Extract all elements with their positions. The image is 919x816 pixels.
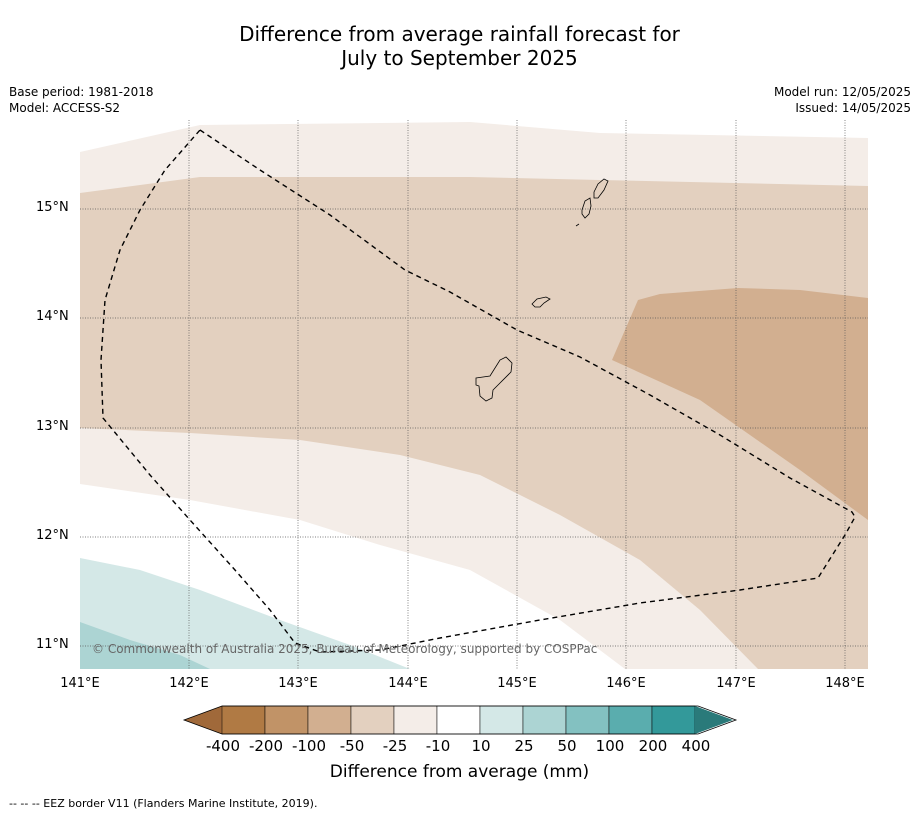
cb-label-4: -50 bbox=[339, 737, 365, 755]
island-guam bbox=[475, 356, 513, 402]
cb-label-9: 50 bbox=[557, 737, 577, 755]
lat-tick-15n: 15°N bbox=[36, 200, 69, 215]
colorbar-outline bbox=[182, 705, 738, 735]
cb-label-12: 400 bbox=[681, 737, 711, 755]
band-plus10 bbox=[80, 558, 410, 669]
lon-tick-147e: 147°E bbox=[716, 676, 756, 691]
colorbar-cell bbox=[221, 705, 266, 735]
cb-label-3: -100 bbox=[291, 737, 327, 755]
lon-tick-144e: 144°E bbox=[388, 676, 428, 691]
island-saipan bbox=[593, 178, 609, 199]
lat-tick-13n: 13°N bbox=[36, 419, 69, 434]
model-name: Model: ACCESS-S2 bbox=[9, 101, 121, 115]
base-period: Base period: 1981-2018 bbox=[9, 85, 154, 99]
colorbar-cell bbox=[436, 705, 481, 735]
lon-tick-143e: 143°E bbox=[278, 676, 318, 691]
lon-tick-146e: 146°E bbox=[606, 676, 646, 691]
rainfall-map: © Commonwealth of Australia 2025, Bureau… bbox=[80, 120, 868, 669]
band-minus50 bbox=[612, 288, 868, 520]
island-tinian bbox=[581, 197, 592, 219]
cb-label-8: 25 bbox=[514, 737, 534, 755]
colorbar-cell bbox=[350, 705, 395, 735]
colorbar-cell bbox=[264, 705, 309, 735]
cb-label-1: -400 bbox=[205, 737, 241, 755]
lat-tick-12n: 12°N bbox=[36, 528, 69, 543]
colorbar-cell bbox=[565, 705, 610, 735]
island-rota bbox=[531, 296, 551, 308]
lon-tick-141e: 141°E bbox=[60, 676, 100, 691]
title-line-1: Difference from average rainfall forecas… bbox=[239, 22, 680, 46]
cb-label-5: -25 bbox=[382, 737, 408, 755]
gridlines bbox=[80, 120, 868, 669]
colorbar-cell bbox=[608, 705, 653, 735]
map-title: Difference from average rainfall forecas… bbox=[0, 22, 919, 70]
colorbar-cell bbox=[479, 705, 524, 735]
cb-label-10: 100 bbox=[595, 737, 625, 755]
copyright-notice: © Commonwealth of Australia 2025, Bureau… bbox=[92, 642, 597, 656]
colorbar-extend-low bbox=[184, 706, 222, 734]
cb-label-6: -10 bbox=[425, 737, 451, 755]
issued-date: Issued: 14/05/2025 bbox=[795, 101, 911, 115]
eez-border bbox=[100, 129, 856, 653]
colorbar-cell bbox=[307, 705, 352, 735]
eez-footnote: -- -- -- EEZ border V11 (Flanders Marine… bbox=[9, 797, 318, 810]
band-plus25 bbox=[80, 622, 210, 669]
colorbar-cell bbox=[651, 705, 696, 735]
lat-tick-11n: 11°N bbox=[36, 637, 69, 652]
lon-tick-142e: 142°E bbox=[169, 676, 209, 691]
islands bbox=[475, 178, 609, 402]
meta-right: Model run: 12/05/2025 Issued: 14/05/2025 bbox=[774, 84, 911, 116]
lon-tick-145e: 145°E bbox=[497, 676, 537, 691]
lon-tick-148e: 148°E bbox=[825, 676, 865, 691]
title-line-2: July to September 2025 bbox=[341, 46, 578, 70]
colorbar-cell bbox=[393, 705, 438, 735]
model-run: Model run: 12/05/2025 bbox=[773, 85, 911, 99]
colorbar-title: Difference from average (mm) bbox=[329, 762, 590, 782]
colorbar-extend-high bbox=[695, 706, 733, 734]
cb-label-2: -200 bbox=[248, 737, 284, 755]
cb-label-7: 10 bbox=[471, 737, 491, 755]
island-aguijan bbox=[575, 223, 580, 227]
lat-tick-14n: 14°N bbox=[36, 309, 69, 324]
meta-left: Base period: 1981-2018 Model: ACCESS-S2 bbox=[9, 84, 154, 116]
cb-label-11: 200 bbox=[638, 737, 668, 755]
colorbar-cell bbox=[522, 705, 567, 735]
colorbar-cells bbox=[184, 705, 733, 735]
